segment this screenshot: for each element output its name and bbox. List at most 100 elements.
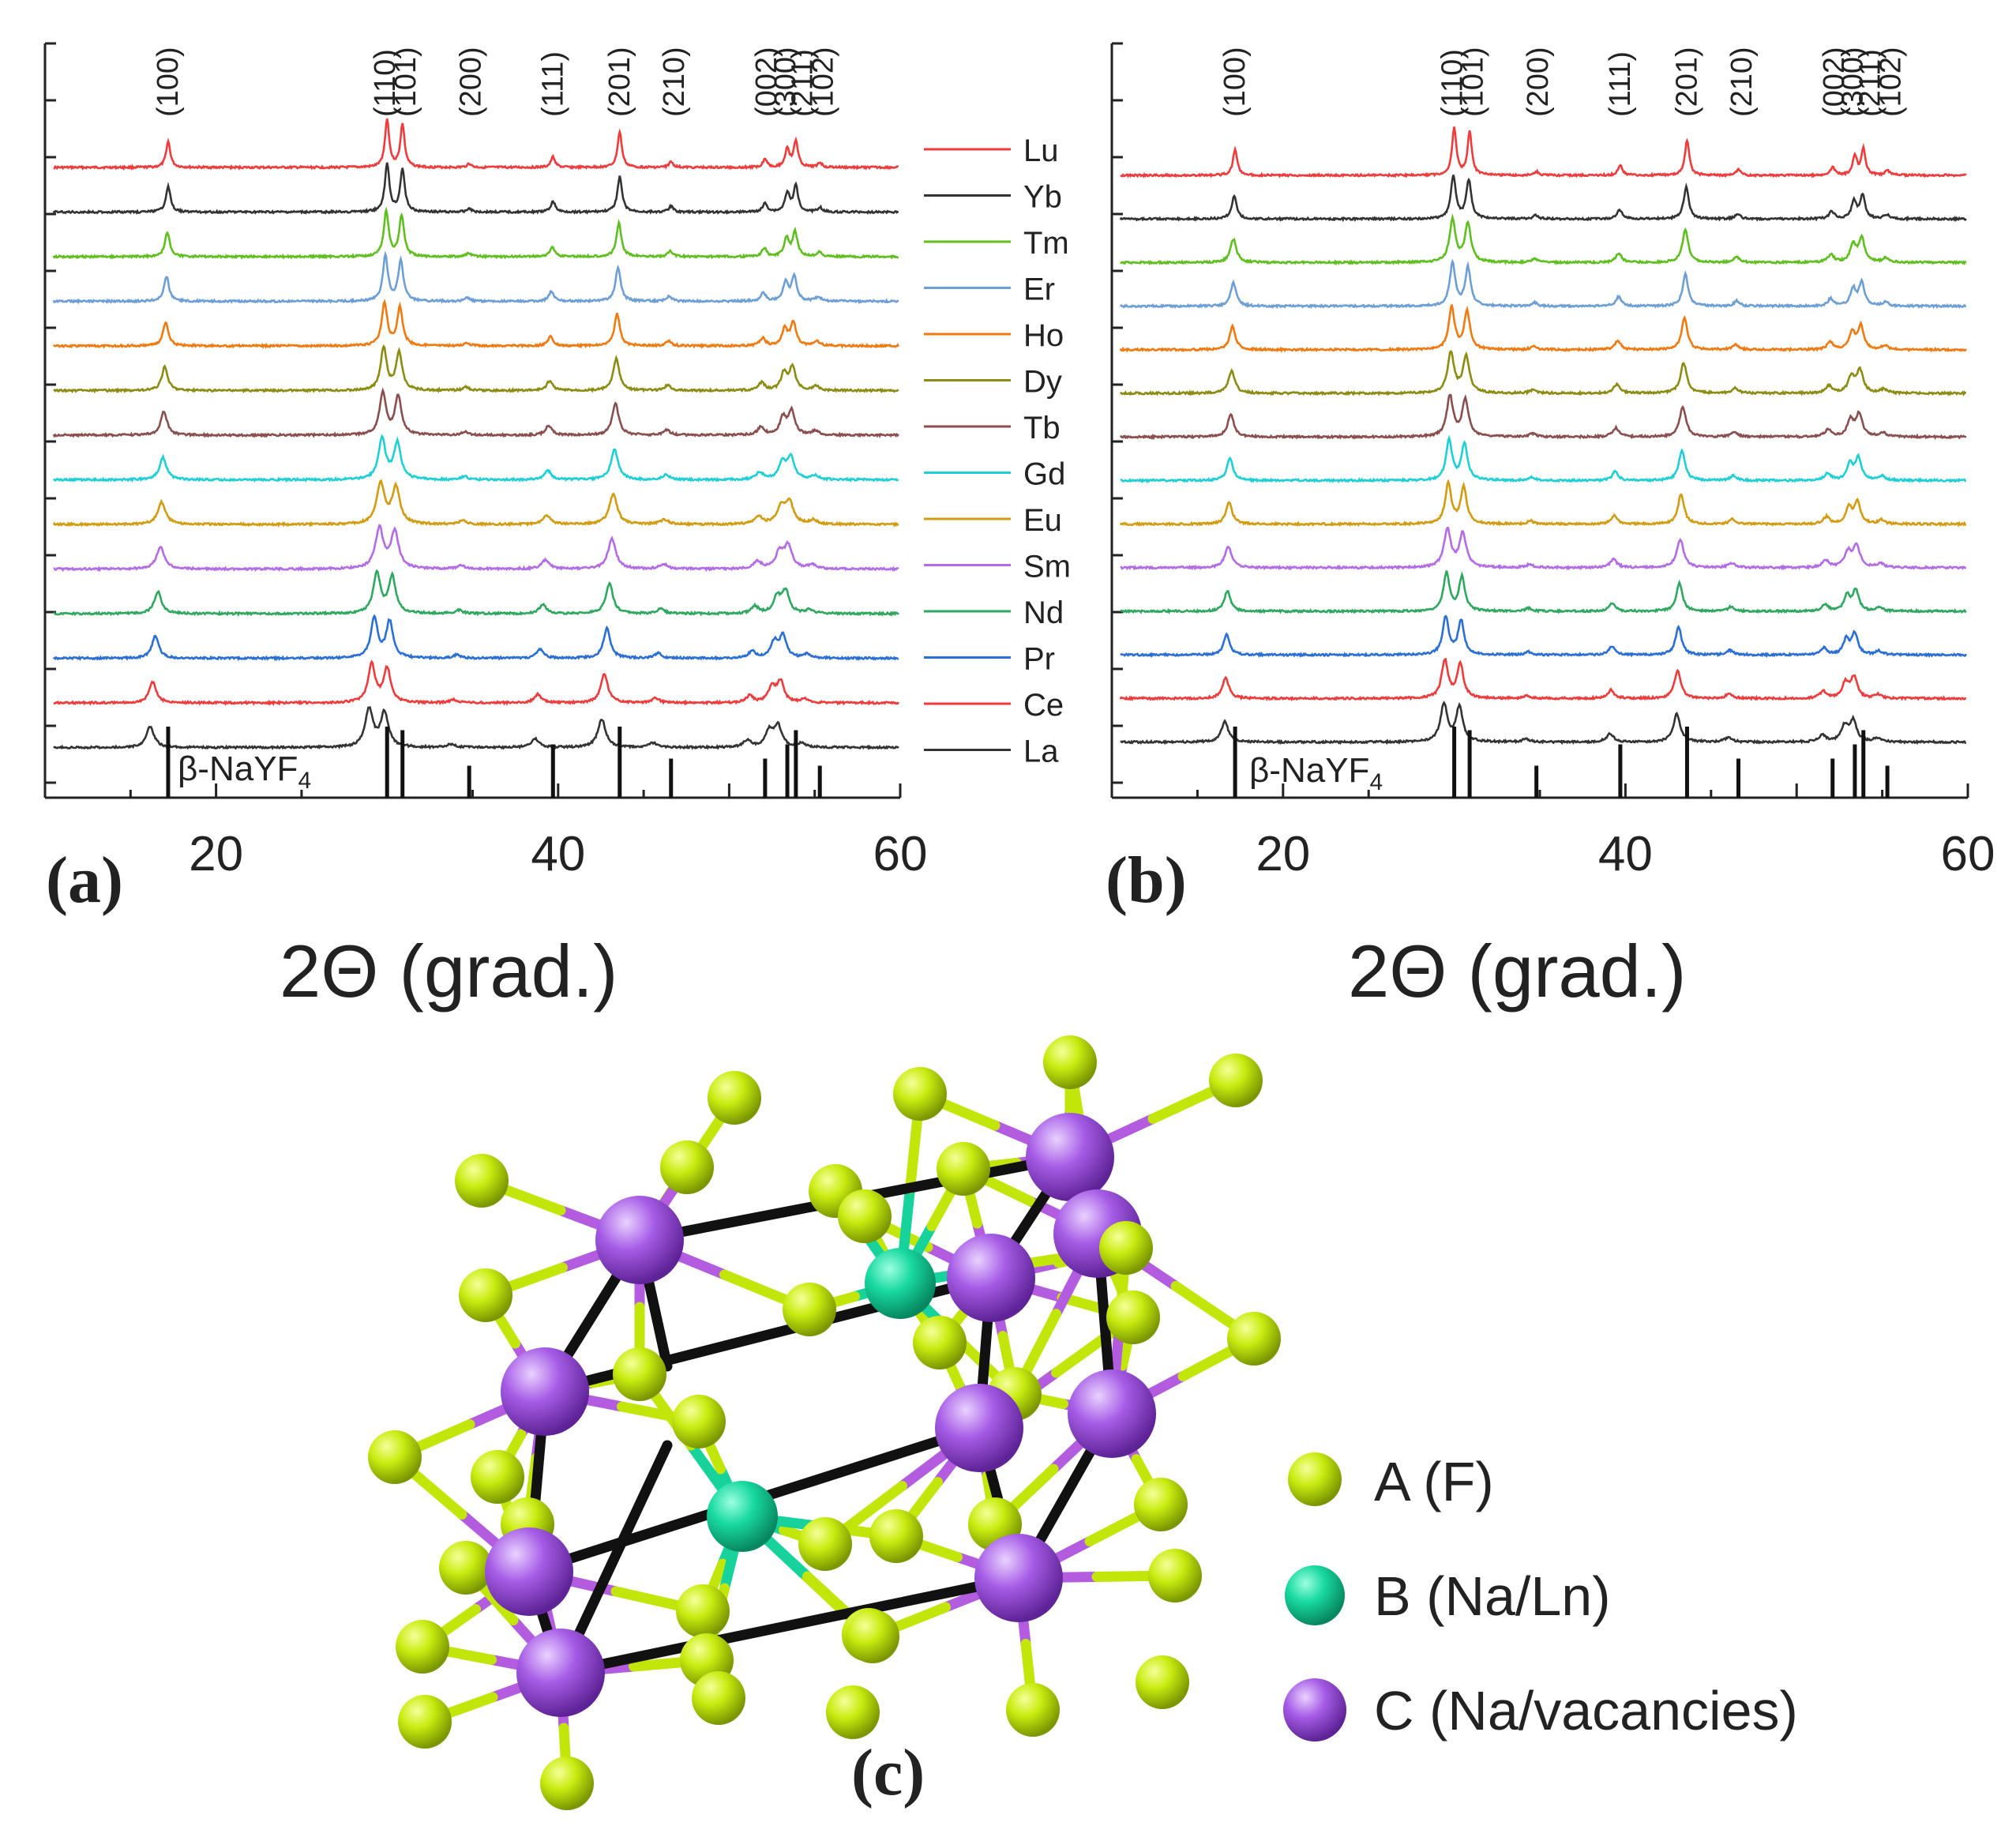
atom-c [595,1196,684,1284]
atom-a [368,1430,422,1484]
x-axis-label: 2Θ (grad.) [280,930,618,1013]
panel-label-b: (b) [1106,843,1187,917]
atom-a [1106,1291,1160,1344]
trace-er [52,250,899,305]
atom-a [439,1541,493,1595]
trace-dy [1119,350,1967,397]
peak-label: (211) [1853,49,1886,117]
atom-a [838,1189,892,1243]
atom-a [1227,1312,1281,1366]
y-ticks [45,42,56,784]
legend-atom-b-label: B (Na/Ln) [1374,1565,1611,1627]
atoms [368,1035,1281,1810]
x-tick-label: 60 [1941,827,1995,881]
peak-label: (200) [1522,47,1555,117]
peak-label: (110) [1436,49,1469,117]
x-ticks: 20 40 60 [1110,783,1995,881]
peak-label: (101) [1456,47,1489,117]
atom-b [707,1481,778,1552]
y-ticks [1112,42,1123,784]
atom-c [485,1527,573,1616]
trace-pr [53,614,899,662]
peak-label: (210) [658,47,691,117]
atom-c [1026,1113,1114,1201]
atom-c [947,1234,1035,1322]
peak-label: (101) [389,47,422,117]
peak-label: (111) [536,51,569,117]
legend-label: Sm [1023,550,1071,584]
atom-a [798,1517,852,1571]
legend-label: Tm [1023,226,1069,261]
peak-label: (201) [1670,47,1703,117]
peak-label: (100) [152,47,185,117]
series-legend: Lu Yb Tm Er Ho Dy Tb Gd Eu Sm Nd Pr Ce La [924,133,1071,769]
legend-label: Ce [1023,688,1064,723]
x-tick-label: 20 [189,827,243,881]
atom-c [935,1384,1023,1472]
peak-label: (200) [454,47,487,117]
atom-a [893,1067,947,1121]
atom-a [455,1154,509,1208]
x-axis-label: 2Θ (grad.) [1348,930,1686,1013]
legend-label: Er [1023,272,1055,307]
legend-atom-c-icon [1283,1678,1346,1741]
atom-a [1148,1549,1202,1602]
trace-tm [1120,212,1967,266]
legend-atom-a-icon [1288,1452,1342,1506]
structure-legend: A (F) B (Na/Ln) C (Na/vacancies) [1283,1451,1798,1741]
peak-label: (201) [603,47,636,117]
atom-a [692,1671,745,1725]
atom-a [1209,1054,1263,1107]
peak-label: (002) [750,47,783,117]
atom-c [1068,1369,1156,1458]
trace-dy [53,344,899,394]
legend-label: Eu [1023,503,1062,538]
legend-label: Yb [1023,180,1062,215]
reference-lines [1233,727,1890,798]
trace-ho [1119,304,1967,353]
xrd-panel-a: 20 40 60 (100) (110)(101) (200) (111) (201) (21… [43,42,928,1013]
atom-a [783,1283,836,1336]
peak-label: (102) [1874,47,1907,117]
atom-a [459,1268,512,1322]
x-tick-label: 60 [873,827,928,881]
atom-a [1136,1655,1189,1709]
legend-label: Tb [1023,411,1061,445]
atom-b [865,1248,936,1319]
trace-sm [1120,527,1966,571]
trace-lu [1120,126,1967,178]
reference-lines [166,727,822,798]
peak-label: (111) [1604,51,1637,117]
peak-labels: (100) (110)(101) (200) (111) (201) (210) (002)… [152,47,840,117]
atom-a [540,1756,594,1810]
cell-edge [555,1572,1024,1678]
peak-label: (210) [1725,47,1759,117]
crystal-structure: (c) [368,1035,1281,1810]
atom-a [869,1509,923,1563]
atom-a [471,1450,524,1504]
atom-c [974,1534,1063,1622]
trace-tb [1119,393,1967,441]
atom-a [672,1395,726,1448]
trace-eu [1119,479,1967,528]
atom-a [913,1316,967,1369]
peak-label: (100) [1218,47,1252,117]
atom-a [937,1142,990,1196]
atom-a [676,1584,730,1638]
legend-label: Dy [1023,365,1062,400]
legend-label: Nd [1023,596,1064,630]
atom-c [516,1629,605,1717]
trace-gd [52,434,899,483]
trace-la [53,705,899,750]
peak-label: (110) [369,49,402,117]
reference-label: β-NaYF4 [1249,751,1383,795]
xrd-panel-b: 20 40 60 (100) (110)(101) (200) (111) (201) (21… [1106,42,1995,1013]
atom-a [1043,1035,1097,1089]
trace-nd [53,569,899,617]
peak-label: (300) [1837,47,1870,117]
trace-tm [52,206,899,260]
legend-label: La [1023,735,1059,769]
atom-a [1134,1478,1188,1531]
legend-atom-c-label: C (Na/vacancies) [1374,1680,1798,1741]
trace-eu [52,479,899,528]
